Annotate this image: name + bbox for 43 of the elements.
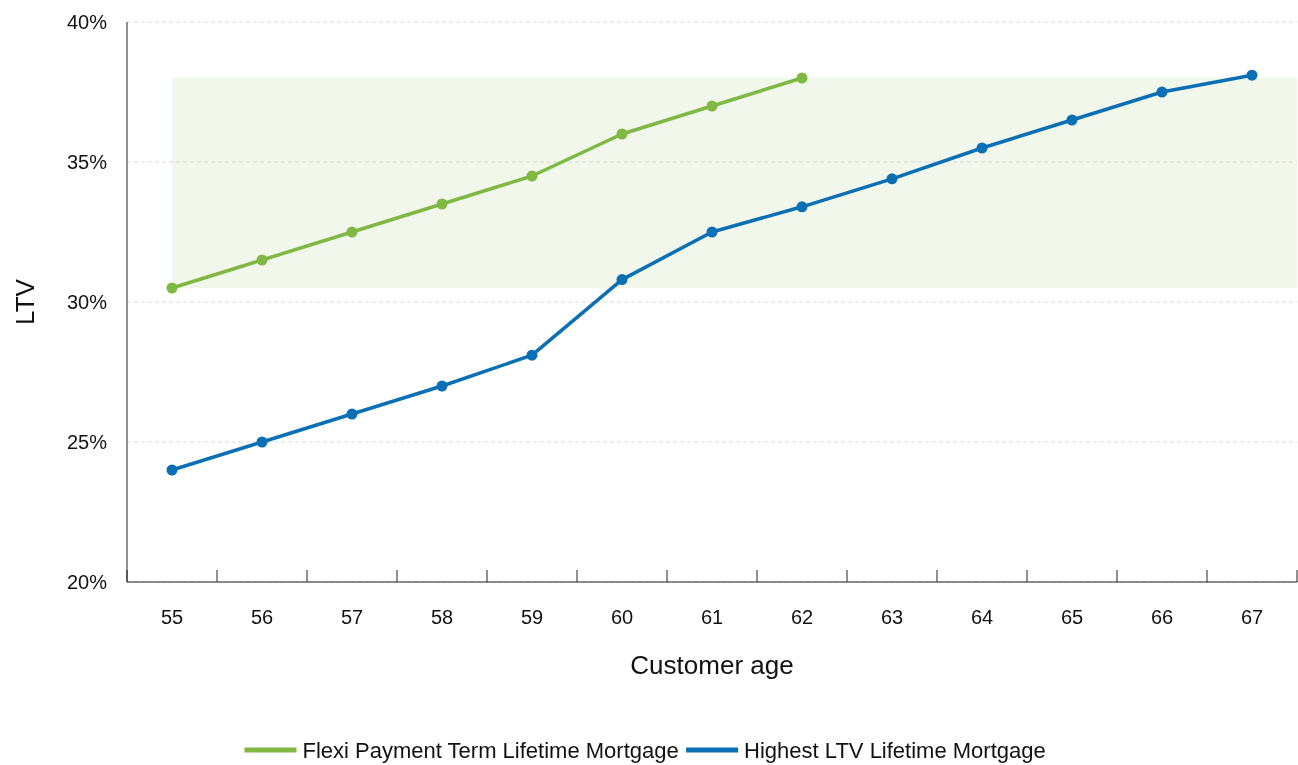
x-tick-label: 67 [1240,606,1264,628]
point [526,349,538,361]
legend-label: Flexi Payment Term Lifetime Mortgage [302,737,679,763]
x-tick-label: 62 [790,606,814,628]
x-tick-label: 55 [160,606,184,628]
point [616,274,628,286]
point [616,128,628,140]
point [436,198,448,210]
point [166,282,178,294]
point [886,173,898,185]
x-tick-label: 65 [1060,606,1084,628]
point [346,408,358,420]
point [436,380,448,392]
point [796,72,808,84]
y-tick-label: 25% [66,431,108,453]
point [1156,86,1168,98]
point [1246,69,1258,81]
point [256,436,268,448]
y-tick-label: 20% [66,571,108,593]
x-tick-label: 57 [340,606,364,628]
y-tick-label: 40% [66,11,108,33]
x-tick-label: 61 [700,606,724,628]
point [706,226,718,238]
point [1066,114,1078,126]
y-tick-label: 35% [66,151,108,173]
y-tick-label: 30% [66,291,108,313]
point [526,170,538,182]
x-tick-label: 66 [1150,606,1174,628]
x-tick-label: 59 [520,606,544,628]
x-tick-label: 64 [970,606,994,628]
point [166,464,178,476]
point [346,226,358,238]
legend-label: Highest LTV Lifetime Mortgage [744,737,1046,763]
x-axis-title: Customer age [630,650,794,680]
x-tick-label: 63 [880,606,904,628]
x-tick-label: 56 [250,606,274,628]
x-tick-label: 58 [430,606,454,628]
x-tick-label: 60 [610,606,634,628]
point [706,100,718,112]
y-axis-title: LTV [10,278,40,325]
point [796,201,808,213]
point [976,142,988,154]
point [256,254,268,266]
